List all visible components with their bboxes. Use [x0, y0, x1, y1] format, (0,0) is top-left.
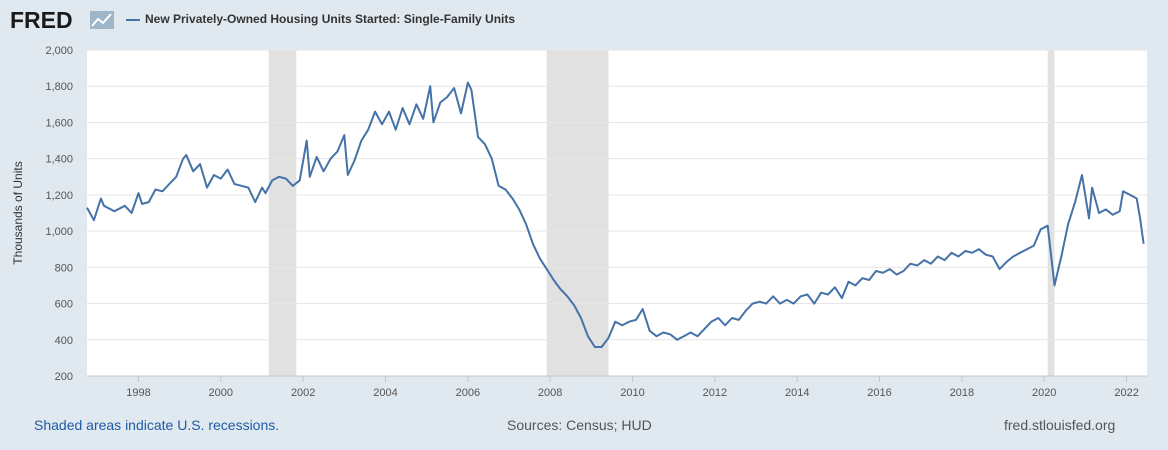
legend-swatch	[126, 19, 140, 21]
x-tick-label: 2010	[620, 387, 644, 399]
y-tick-label: 600	[55, 299, 73, 311]
x-tick-label: 2020	[1032, 387, 1056, 399]
y-tick-label: 200	[55, 371, 73, 383]
fred-logo[interactable]: FRED	[10, 6, 120, 34]
recession-shading	[268, 50, 1055, 376]
recession-note: Shaded areas indicate U.S. recessions.	[34, 417, 280, 433]
series-line	[86, 81, 1145, 348]
plot-background	[87, 50, 1147, 376]
y-axis: 200 400 600 800 1,000 1,200 1,400 1,600 1,800 2,0…	[45, 45, 73, 383]
y-tick-label: 1,200	[45, 190, 73, 202]
y-tick-label: 400	[55, 335, 73, 347]
x-tick-label: 2018	[950, 387, 974, 399]
x-tick-label: 2004	[373, 387, 397, 399]
y-axis-label: Thousands of Units	[11, 161, 25, 264]
y-tick-label: 1,600	[45, 117, 73, 129]
recession-band	[268, 50, 297, 376]
x-tick-label: 2006	[456, 387, 480, 399]
sources-note: Sources: Census; HUD	[507, 417, 652, 433]
x-tick-label: 2000	[209, 387, 233, 399]
fred-logo-graph-icon	[90, 11, 114, 29]
site-link[interactable]: fred.stlouisfed.org	[1004, 417, 1116, 433]
y-tick-label: 1,400	[45, 154, 73, 166]
fred-logo-text: FRED	[10, 7, 73, 33]
chart-title: New Privately-Owned Housing Units Starte…	[145, 12, 516, 26]
x-tick-label: 2012	[703, 387, 727, 399]
x-tick-label: 2022	[1114, 387, 1138, 399]
x-tick-label: 2008	[538, 387, 562, 399]
recession-band	[1047, 50, 1055, 376]
x-axis: 1998 2000 2002 2004 2006 2008 2010 2012 2014 2016…	[87, 375, 1147, 399]
x-tick-label: 2014	[785, 387, 809, 399]
y-tick-label: 1,000	[45, 226, 73, 238]
x-tick-label: 2016	[867, 387, 891, 399]
x-tick-label: 1998	[126, 387, 150, 399]
recession-band	[546, 50, 609, 376]
y-tick-label: 800	[55, 262, 73, 274]
y-tick-label: 1,800	[45, 81, 73, 93]
y-tick-label: 2,000	[45, 45, 73, 57]
x-tick-label: 2002	[291, 387, 315, 399]
